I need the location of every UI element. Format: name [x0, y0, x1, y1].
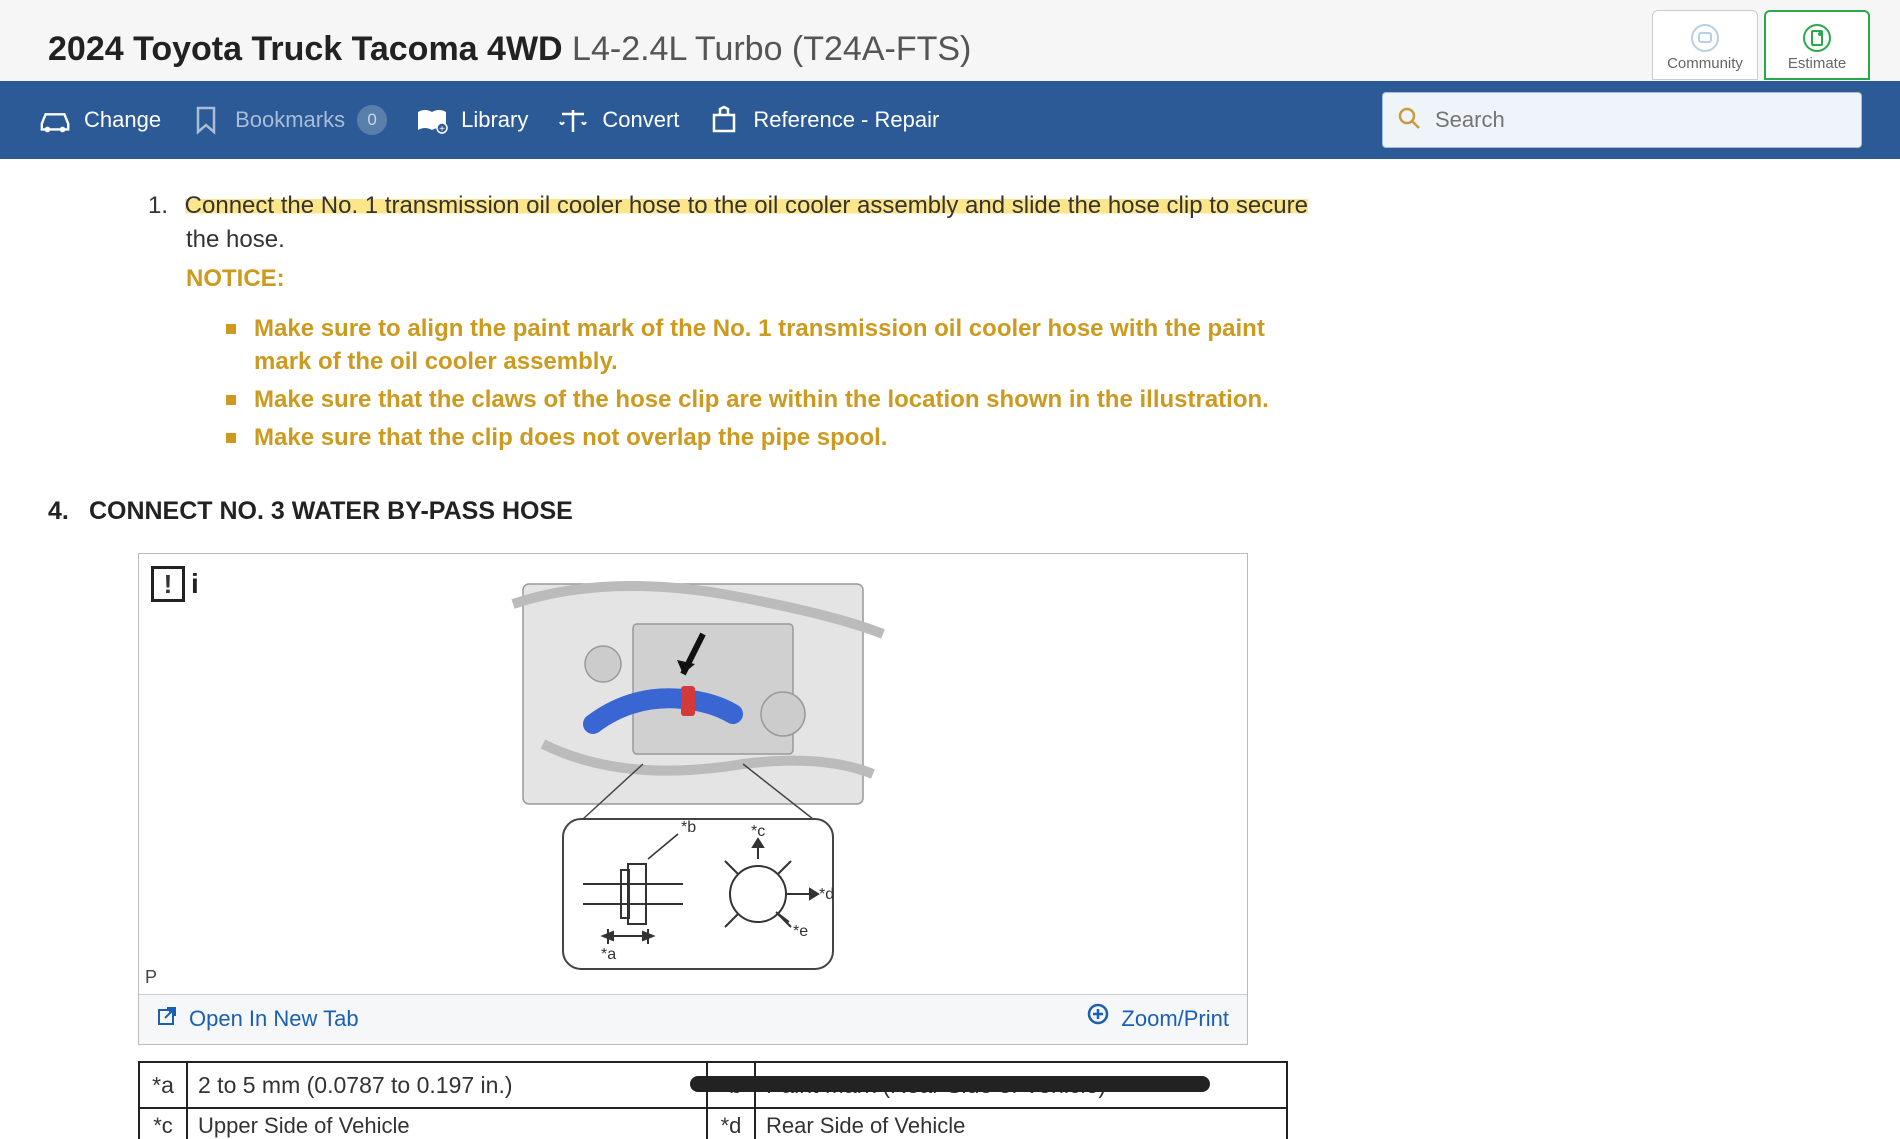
nav-reference-label: Reference - Repair	[753, 107, 939, 133]
bookmarks-count: 0	[357, 105, 387, 135]
label-e: *e	[793, 923, 808, 940]
tab-estimate-label: Estimate	[1788, 55, 1846, 72]
step-list: 1. Connect the No. 1 transmission oil co…	[148, 189, 1852, 454]
info-icon: i	[191, 564, 199, 603]
nav-library-label: Library	[461, 107, 528, 133]
notice-label: NOTICE:	[186, 262, 1852, 296]
book-icon: +	[415, 105, 449, 135]
label-c: *c	[751, 823, 765, 840]
nav-library[interactable]: + Library	[415, 105, 528, 135]
notice-list: Make sure to align the paint mark of the…	[226, 312, 1852, 454]
svg-text:+: +	[439, 124, 445, 134]
search-icon	[1397, 106, 1421, 135]
section-4-title: CONNECT NO. 3 WATER BY-PASS HOSE	[89, 497, 573, 525]
section-4-num: 4.	[48, 494, 82, 529]
car-icon	[38, 105, 72, 135]
chat-icon	[1690, 23, 1720, 53]
cell-c-val: Upper Side of Vehicle	[188, 1109, 708, 1139]
tab-community-label: Community	[1667, 55, 1743, 72]
page: 2024 Toyota Truck Tacoma 4WD L4-2.4L Tur…	[0, 0, 1900, 1139]
step-1-num: 1.	[148, 189, 178, 223]
cell-d-val: Rear Side of Vehicle	[756, 1109, 1286, 1139]
scrollbar-indicator[interactable]	[690, 1076, 1210, 1092]
cell-c-lab: *c	[140, 1109, 188, 1139]
cell-a-val: 2 to 5 mm (0.0787 to 0.197 in.)	[187, 1062, 707, 1108]
notice-item-3: Make sure that the clip does not overlap…	[226, 421, 1286, 455]
header-bar: 2024 Toyota Truck Tacoma 4WD L4-2.4L Tur…	[0, 0, 1900, 81]
scale-icon	[556, 105, 590, 135]
step-1: 1. Connect the No. 1 transmission oil co…	[148, 189, 1852, 454]
search-box[interactable]	[1382, 92, 1862, 148]
cell-d-lab: *d	[708, 1109, 756, 1139]
notice-item-2: Make sure that the claws of the hose cli…	[226, 383, 1286, 417]
nav-convert-label: Convert	[602, 107, 679, 133]
nav-change[interactable]: Change	[38, 105, 161, 135]
diagram-container: ! i P	[138, 553, 1248, 1045]
zoom-icon	[1087, 1003, 1111, 1036]
vehicle-title: 2024 Toyota Truck Tacoma 4WD L4-2.4L Tur…	[48, 30, 971, 69]
open-new-tab-link[interactable]: Open In New Tab	[157, 1004, 359, 1035]
open-new-tab-label: Open In New Tab	[189, 1004, 359, 1035]
bookmark-icon	[189, 105, 223, 135]
label-b: *b	[681, 819, 696, 836]
tab-estimate[interactable]: Estimate	[1764, 10, 1870, 80]
section-4-head: 4. CONNECT NO. 3 WATER BY-PASS HOSE	[48, 494, 1852, 529]
p-mark: P	[145, 965, 157, 990]
notice-item-1: Make sure to align the paint mark of the…	[226, 312, 1286, 379]
zoom-print-label: Zoom/Print	[1121, 1004, 1229, 1035]
warning-stamp: ! i	[151, 564, 199, 603]
table-row-partial: *c Upper Side of Vehicle *d Rear Side of…	[138, 1109, 1288, 1139]
nav-reference[interactable]: Reference - Repair	[707, 105, 939, 135]
step-1-text-line1: Connect the No. 1 transmission oil coole…	[185, 192, 1308, 219]
cell-a-lab: *a	[139, 1062, 187, 1108]
content-area: 1. Connect the No. 1 transmission oil co…	[0, 159, 1900, 1139]
tab-community[interactable]: Community	[1652, 10, 1758, 80]
diagram-svg: *a *b	[483, 564, 903, 984]
nav-bookmarks-label: Bookmarks	[235, 107, 345, 133]
label-a: *a	[601, 946, 616, 963]
nav-bookmarks[interactable]: Bookmarks 0	[189, 105, 387, 135]
diagram-footer: Open In New Tab Zoom/Print	[139, 994, 1247, 1044]
nav-bar: Change Bookmarks 0 + Library Convert Re	[0, 81, 1900, 159]
nav-change-label: Change	[84, 107, 161, 133]
reference-icon	[707, 105, 741, 135]
step-1-text-line2: the hose.	[186, 226, 285, 253]
estimate-icon	[1802, 23, 1832, 53]
zoom-print-link[interactable]: Zoom/Print	[1087, 1003, 1229, 1036]
warning-icon: !	[151, 566, 185, 602]
label-d: *d	[819, 886, 834, 903]
external-icon	[157, 1004, 179, 1035]
header-tabs: Community Estimate	[1652, 10, 1870, 80]
vehicle-name: 2024 Toyota Truck Tacoma 4WD	[48, 30, 563, 68]
nav-convert[interactable]: Convert	[556, 105, 679, 135]
search-input[interactable]	[1435, 107, 1847, 133]
diagram-body: ! i P	[139, 554, 1247, 994]
vehicle-engine: L4-2.4L Turbo (T24A-FTS)	[572, 30, 971, 68]
